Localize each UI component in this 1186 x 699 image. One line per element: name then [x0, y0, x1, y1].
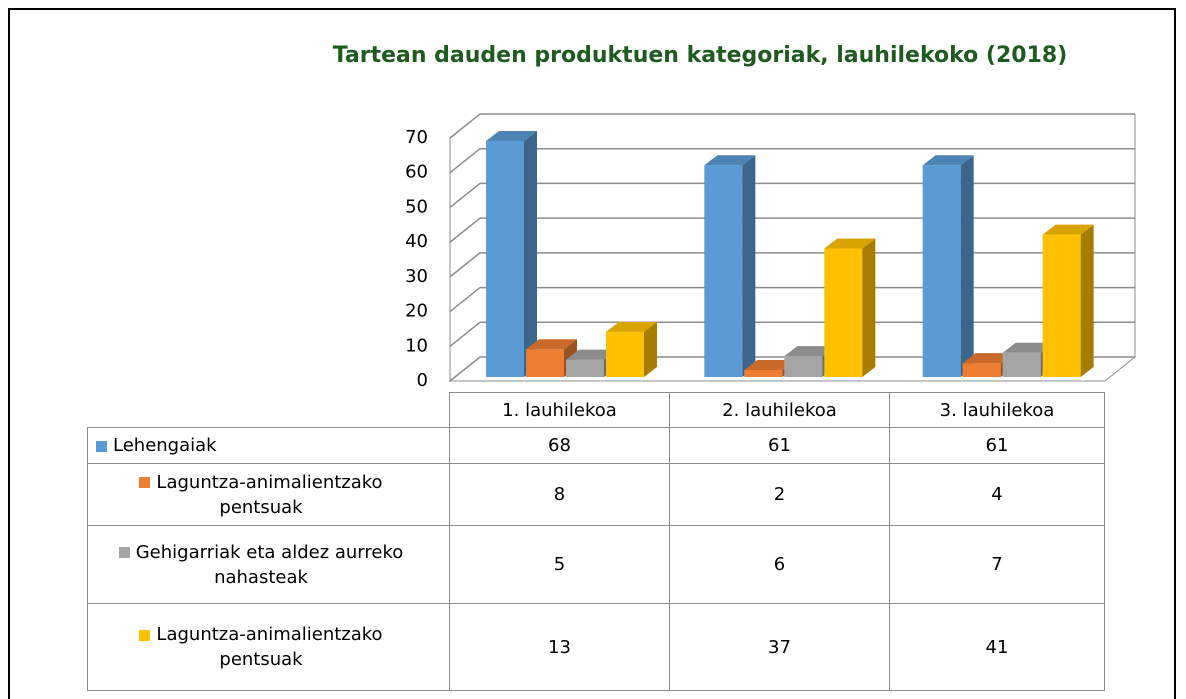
y-tick-label: 60 — [405, 162, 428, 183]
legend-label: Lehengaiak — [113, 435, 217, 456]
legend-entry: Lehengaiak — [87, 427, 450, 464]
y-tick-label: 50 — [405, 196, 428, 217]
bar — [606, 321, 657, 377]
bar-top — [704, 155, 756, 166]
table-value: 7 — [889, 525, 1105, 604]
grid-line — [449, 113, 1135, 139]
bar-top — [784, 346, 836, 357]
bar-top — [606, 321, 657, 332]
x-tick-label: 1. lauhilekoa — [449, 392, 670, 428]
legend-swatch — [96, 440, 107, 452]
grid-line — [449, 217, 1135, 243]
frame — [8, 8, 1176, 699]
legend-entry: Laguntza-animalientzako pentsuak — [87, 463, 450, 526]
legend-entry: Gehigarriak eta aldez aurreko nahasteak — [87, 525, 450, 604]
legend-swatch — [139, 629, 151, 641]
grid-line — [449, 147, 1135, 174]
bar-side — [742, 155, 756, 377]
table-value: 4 — [889, 463, 1105, 526]
grid-line — [449, 286, 1135, 313]
legend-swatch — [118, 547, 130, 558]
bar-front — [486, 140, 524, 377]
x-tick-label: 2. lauhilekoa — [669, 392, 890, 428]
bar-side — [644, 321, 657, 377]
bar-top — [1042, 224, 1094, 235]
bar-front — [922, 165, 961, 377]
bar — [1042, 224, 1094, 377]
table-value: 6 — [669, 525, 890, 604]
y-tick-label: 20 — [405, 301, 428, 322]
bar-front — [824, 248, 863, 377]
bar-front — [606, 331, 644, 377]
table-value: 5 — [449, 525, 670, 604]
bar-top — [744, 360, 796, 371]
bar-front — [1002, 352, 1041, 377]
bar-front — [962, 363, 1001, 377]
bar-front — [744, 370, 783, 377]
grid-line — [449, 252, 1135, 278]
bar-side — [1080, 224, 1094, 377]
table-value: 41 — [889, 603, 1105, 691]
bar — [824, 238, 876, 377]
table-value: 61 — [669, 427, 890, 464]
table-value: 61 — [889, 427, 1105, 464]
bar-front — [526, 349, 564, 377]
bar-top — [566, 349, 617, 360]
grid-line — [449, 321, 1135, 347]
y-tick-label: 0 — [417, 370, 428, 391]
legend-text: Gehigarriak eta aldez aurreko nahasteak — [96, 540, 426, 590]
y-tick-label: 30 — [405, 266, 428, 287]
y-tick-label: 70 — [405, 127, 428, 148]
bar-side — [524, 130, 537, 377]
bar — [922, 155, 974, 377]
bar-top — [1002, 342, 1054, 353]
bar-front — [566, 359, 604, 377]
table-value: 2 — [669, 463, 890, 526]
legend-text: Laguntza-animalientzako pentsuak — [96, 470, 426, 520]
legend-swatch — [139, 477, 151, 488]
chart-title: Tartean dauden produktuen kategoriak, la… — [333, 43, 1068, 68]
table-value: 37 — [669, 603, 890, 691]
legend-label: Gehigarriak eta aldez aurreko nahasteak — [135, 541, 404, 588]
table-value: 68 — [449, 427, 670, 464]
grid-line — [449, 182, 1135, 209]
bar-top — [922, 155, 974, 166]
grid-line — [449, 356, 1135, 382]
bar-top — [824, 238, 876, 249]
bar — [704, 155, 756, 377]
bar-side — [862, 238, 876, 377]
table-value: 8 — [449, 463, 670, 526]
y-tick-label: 40 — [405, 231, 428, 252]
legend-entry: Laguntza-animalientzako pentsuak — [87, 603, 450, 691]
bar — [486, 130, 537, 377]
bar-top — [486, 130, 537, 141]
legend-text: Lehengaiak — [96, 433, 217, 458]
bar-front — [704, 165, 743, 377]
legend-label: Laguntza-animalientzako pentsuak — [156, 624, 383, 670]
legend-text: Laguntza-animalientzako pentsuak — [96, 622, 426, 672]
x-tick-label: 3. lauhilekoa — [889, 392, 1105, 428]
bar-front — [784, 356, 823, 377]
table-value: 13 — [449, 603, 670, 691]
y-tick-label: 10 — [405, 335, 428, 356]
bar-top — [526, 339, 577, 350]
bar-front — [1042, 234, 1081, 377]
bar-top — [962, 353, 1014, 364]
legend-label: Laguntza-animalientzako pentsuak — [156, 471, 383, 518]
bar-side — [960, 155, 974, 377]
